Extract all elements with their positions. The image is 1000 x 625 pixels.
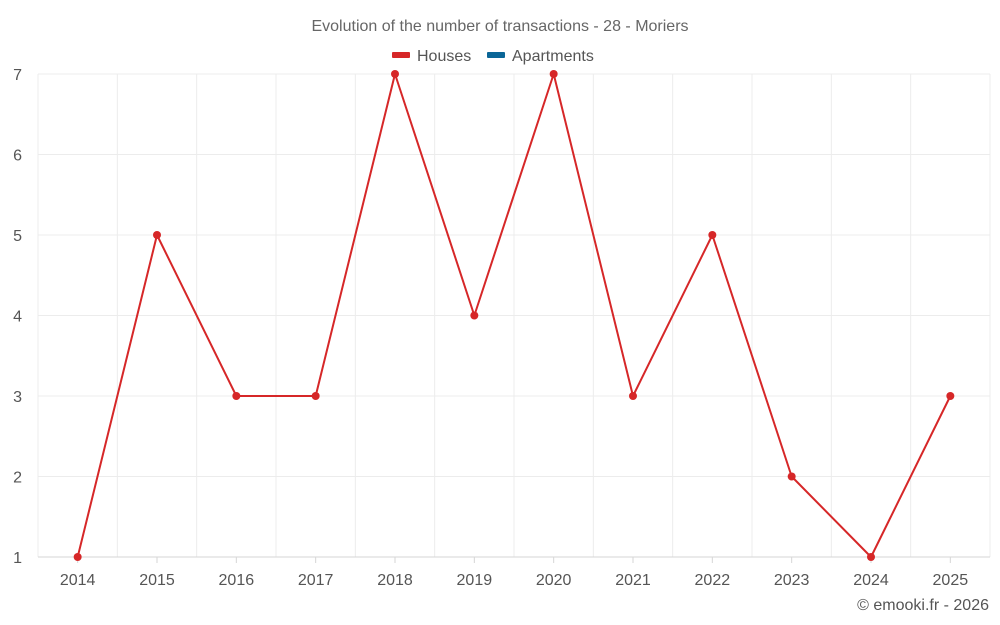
y-tick-label: 5 [13, 228, 22, 245]
data-point[interactable] [73, 553, 82, 561]
x-tick-label: 2024 [853, 572, 889, 589]
data-point[interactable] [153, 231, 161, 239]
axes: 1 2 3 4 5 6 7 2014 2015 2016 2017 2018 2019 2020 2021 2… [13, 67, 990, 589]
x-tick-label: 2018 [377, 572, 413, 589]
grid [37, 73, 991, 557]
credit-text: © emooki.fr - 2026 [857, 597, 989, 614]
y-tick-label: 1 [13, 550, 22, 567]
x-tick-label: 2019 [457, 572, 493, 589]
x-tick-label: 2022 [695, 572, 731, 589]
x-tick-label: 2025 [933, 572, 969, 589]
legend-swatch-apartments [487, 52, 505, 58]
data-point[interactable] [867, 553, 875, 561]
legend-item-houses[interactable]: Houses [392, 48, 471, 65]
data-point[interactable] [232, 392, 241, 400]
x-tick-label: 2017 [298, 572, 334, 589]
x-tick-label: 2023 [774, 572, 810, 589]
x-tick-label: 2015 [139, 572, 175, 589]
y-tick-label: 6 [13, 148, 22, 165]
series-line [76, 73, 952, 558]
y-tick-label: 4 [13, 309, 22, 326]
data-point[interactable] [946, 392, 955, 400]
y-tick-label: 3 [13, 389, 22, 406]
y-tick-label: 7 [13, 67, 22, 84]
legend-label-apartments: Apartments [512, 48, 594, 65]
x-tick-label: 2014 [60, 572, 96, 589]
legend-item-apartments[interactable]: Apartments [487, 48, 594, 65]
x-tick-label: 2021 [615, 572, 651, 589]
data-point[interactable] [629, 392, 637, 400]
data-point[interactable] [470, 311, 479, 320]
x-tick-label: 2020 [536, 572, 572, 589]
data-point[interactable] [708, 231, 717, 239]
legend-label-houses: Houses [417, 48, 471, 65]
legend-swatch-houses [392, 52, 410, 58]
x-tick-label: 2016 [219, 572, 255, 589]
data-point[interactable] [787, 472, 796, 481]
legend: Houses Apartments [392, 48, 594, 65]
data-point[interactable] [311, 392, 320, 400]
y-tick-label: 2 [13, 470, 22, 487]
data-point[interactable] [391, 70, 399, 78]
series-houses [73, 70, 955, 561]
data-point[interactable] [549, 70, 558, 78]
chart-title: Evolution of the number of transactions … [311, 18, 688, 35]
